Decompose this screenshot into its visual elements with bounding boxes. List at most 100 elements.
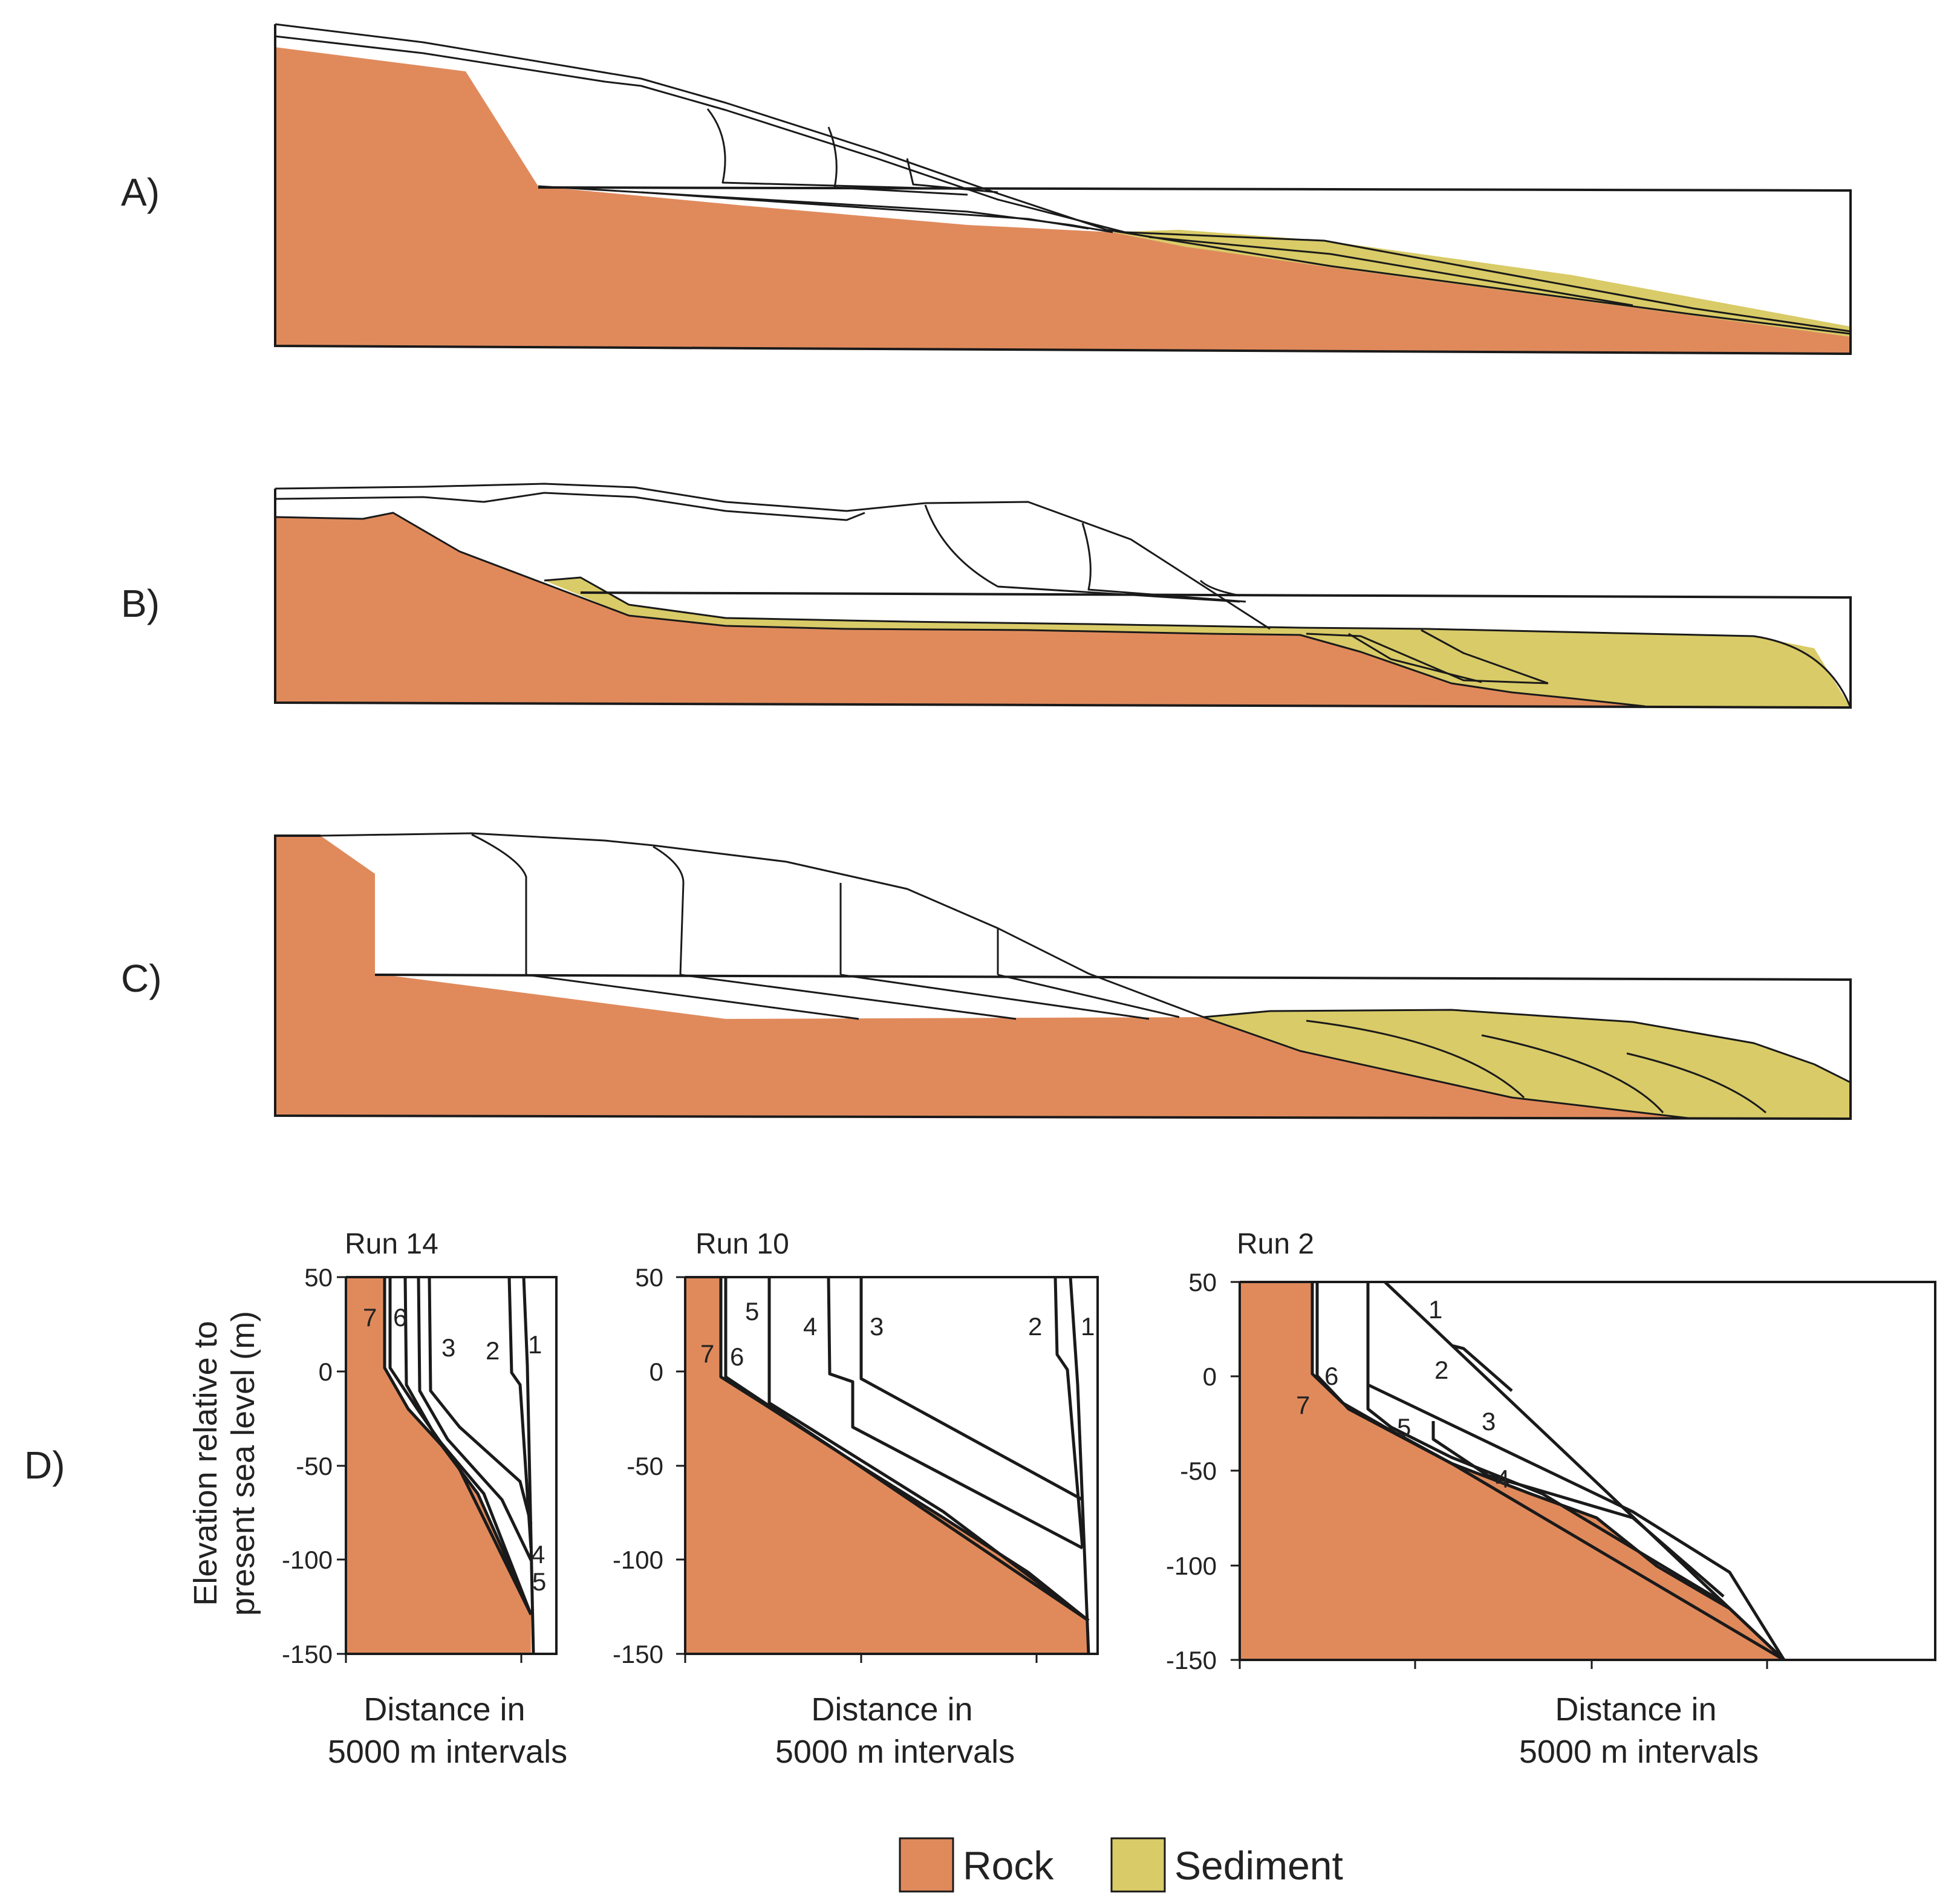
legend-swatch-sediment <box>1110 1837 1166 1893</box>
run-10-y-tick-neg50: -50 <box>627 1452 663 1480</box>
legend-label-sediment: Sediment <box>1174 1843 1343 1888</box>
panel-a: A) <box>121 23 1852 356</box>
run-10-label-7: 7 <box>700 1339 714 1368</box>
run-10-y-tick-neg150: -150 <box>613 1640 663 1668</box>
panel-b-sea-level-box <box>274 489 1852 709</box>
panel-c-lowstand-line-4 <box>997 974 1180 1018</box>
panel-a-label: A) <box>121 171 160 214</box>
run-14-curve-7 <box>383 1277 533 1615</box>
run-2-x-label-line1: Distance in <box>1555 1691 1716 1728</box>
run-10-curve-7 <box>719 1277 1090 1622</box>
run-10-label-6: 6 <box>730 1342 744 1371</box>
run-10-label-2: 2 <box>1028 1312 1042 1341</box>
panel-c-sediment-foreset-2 <box>1481 1034 1664 1113</box>
run-14-rock <box>346 1277 531 1654</box>
run-2-y-tick-0: 0 <box>1203 1362 1217 1391</box>
run-2-label-5: 5 <box>1397 1413 1411 1442</box>
panel-c-label: C) <box>121 957 162 1000</box>
panel-c-sediment-foreset-1 <box>1306 1020 1525 1099</box>
panel-c-sediment <box>1203 1010 1851 1119</box>
run-10-x-label-line1: Distance in <box>811 1691 972 1728</box>
panel-c: C) <box>121 832 1852 1121</box>
panel-a-lowstand-line-2 <box>640 191 1089 230</box>
run-2-curve-2 <box>1451 1344 1513 1392</box>
panel-a-surface-profile <box>275 23 1107 231</box>
panel-a-sediment-wedge-1 <box>1124 231 1851 333</box>
legend-label-rock: Rock <box>963 1843 1054 1888</box>
run-14-frame <box>345 1276 558 1655</box>
panel-b-rock <box>275 513 1645 706</box>
run-14-title: Run 14 <box>345 1228 438 1260</box>
run-14-y-tick-0: 0 <box>319 1358 333 1386</box>
run-10-label-1: 1 <box>1081 1312 1095 1341</box>
panel-b-surface-profile <box>275 483 1271 630</box>
panel-a-sea-level-box <box>274 24 1852 356</box>
run-14-y-tick-neg50: -50 <box>296 1452 333 1480</box>
run-14-y-tick-neg100: -100 <box>282 1546 333 1574</box>
run-2-curve-7 <box>1310 1282 1785 1661</box>
run-10-curve-3 <box>859 1277 1084 1501</box>
y-axis-title-line2: present sea level (m) <box>225 1311 261 1616</box>
run-14-curve-4 <box>417 1277 533 1561</box>
run-2-label-2: 2 <box>1434 1356 1448 1384</box>
run-2-y-tick-50: 50 <box>1188 1268 1217 1296</box>
run-10-curve-2 <box>1053 1277 1084 1549</box>
panel-a-sediment-wedge-2 <box>1148 236 1633 307</box>
run-14-label-5: 5 <box>532 1567 546 1596</box>
run-2-ticks <box>1231 1281 1768 1669</box>
run-2-y-tick-neg50: -50 <box>1180 1457 1217 1485</box>
run-14-chart: Run 14 50 0 -50 -100 -150 <box>282 1228 567 1770</box>
run-10-chart: Run 10 50 0 -50 -100 -150 <box>613 1228 1099 1770</box>
run-14-label-4: 4 <box>531 1540 545 1569</box>
panel-c-rock-contact <box>1203 1016 1694 1120</box>
panel-c-terrace-1 <box>471 833 527 975</box>
panel-b-rock-contact <box>275 512 1646 708</box>
panel-c-sea-level-box <box>274 834 1852 1121</box>
run-14-label-3: 3 <box>441 1333 455 1362</box>
run-10-curve-4 <box>827 1277 1084 1550</box>
run-2-label-4: 4 <box>1496 1465 1509 1493</box>
y-axis-title-line1: Elevation relative to <box>187 1321 224 1605</box>
legend: Rock Sediment <box>899 1837 1343 1893</box>
run-14-x-label-line2: 5000 m intervals <box>328 1734 567 1770</box>
run-14-y-tick-neg150: -150 <box>282 1640 333 1668</box>
run-14-label-7: 7 <box>363 1303 377 1332</box>
run-2-curve-6 <box>1315 1282 1785 1662</box>
run-2-curve-5 <box>1366 1385 1725 1604</box>
panel-a-terrace-2 <box>827 126 968 196</box>
run-10-label-3: 3 <box>870 1312 884 1341</box>
panel-b-terrace-1 <box>924 504 1240 603</box>
panel-b-label: B) <box>121 582 160 625</box>
panel-a-rock-sediment-contact <box>1106 229 1851 335</box>
run-14-label-6: 6 <box>393 1303 407 1332</box>
run-10-rock <box>685 1277 1089 1654</box>
run-10-ticks <box>676 1276 1038 1663</box>
run-14-curve-6 <box>388 1277 533 1616</box>
run-2-frame <box>1239 1281 1936 1661</box>
run-10-y-tick-0: 0 <box>650 1358 663 1386</box>
panel-c-terrace-2 <box>653 845 685 975</box>
run-10-label-5: 5 <box>745 1297 759 1326</box>
panel-a-terrace-1 <box>706 108 944 190</box>
run-14-curve-2 <box>507 1277 533 1549</box>
panel-b-sediment-wedge-3 <box>1421 629 1549 685</box>
run-2-y-tick-neg150: -150 <box>1166 1646 1217 1674</box>
panel-a-surface-profile-inner <box>275 35 1125 233</box>
panel-c-lowstand-line-1 <box>526 974 859 1020</box>
panel-c-sediment-foreset-3 <box>1626 1052 1766 1114</box>
panel-b-sediment-top <box>544 576 1852 708</box>
run-14-curve-3 <box>428 1277 533 1524</box>
run-14-label-1: 1 <box>528 1330 542 1359</box>
run-10-y-tick-neg100: -100 <box>613 1546 663 1574</box>
run-2-x-label-line2: 5000 m intervals <box>1519 1734 1759 1770</box>
panel-c-rock <box>275 836 1693 1119</box>
panel-b-terrace-2 <box>1081 522 1246 603</box>
panel-b-surface-profile-inner <box>275 492 865 521</box>
run-14-x-label-line1: Distance in <box>363 1691 525 1728</box>
run-2-chart: Run 2 50 0 -50 -100 -150 <box>1166 1228 1936 1770</box>
panel-a-terrace-3 <box>906 158 998 194</box>
run-2-title: Run 2 <box>1237 1228 1314 1260</box>
panel-c-sediment-top <box>1203 1009 1851 1084</box>
run-2-label-6: 6 <box>1324 1362 1338 1390</box>
